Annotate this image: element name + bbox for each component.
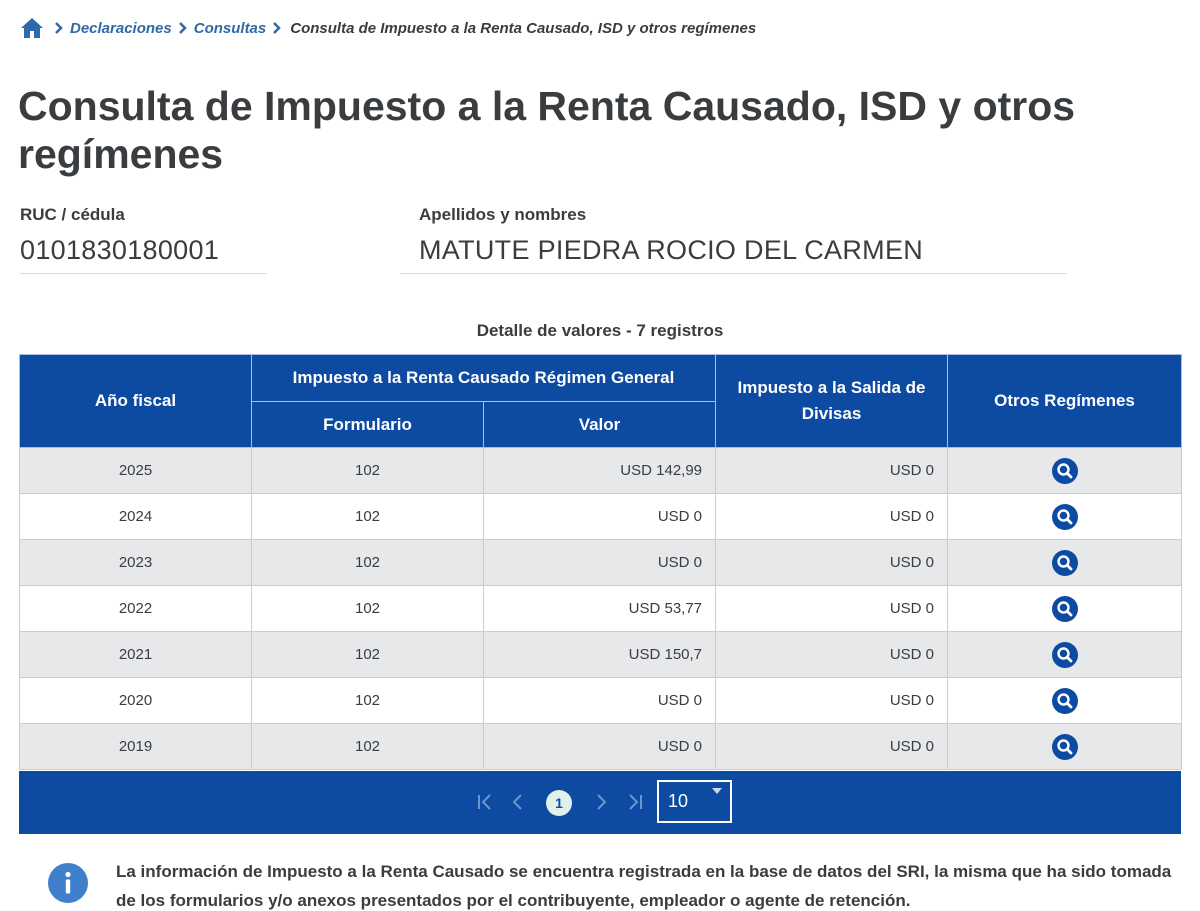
home-icon[interactable]	[20, 17, 44, 39]
cell-year: 2021	[19, 631, 252, 678]
cell-other-regimes	[947, 677, 1183, 724]
header-income-tax-group: Impuesto a la Renta Causado Régimen Gene…	[250, 354, 717, 402]
breadcrumb: Declaraciones Consultas Consulta de Impu…	[20, 16, 756, 40]
search-icon[interactable]	[1051, 595, 1079, 623]
search-icon[interactable]	[1051, 687, 1079, 715]
breadcrumb-current: Consulta de Impuesto a la Renta Causado,…	[290, 19, 757, 37]
page-number-current[interactable]: 1	[546, 790, 572, 816]
ruc-label: RUC / cédula	[20, 205, 125, 224]
header-form[interactable]: Formulario	[251, 401, 484, 448]
page-size-value: 10	[668, 791, 689, 811]
info-icon	[48, 863, 88, 903]
cell-year: 2019	[19, 723, 252, 770]
next-page-icon[interactable]	[590, 791, 612, 813]
cell-value: USD 53,77	[482, 585, 717, 632]
cell-isd: USD 0	[715, 539, 949, 586]
search-icon[interactable]	[1051, 457, 1079, 485]
search-icon[interactable]	[1051, 733, 1079, 761]
cell-value: USD 150,7	[482, 631, 717, 678]
cell-form: 102	[251, 447, 484, 494]
cell-value: USD 0	[482, 493, 717, 540]
cell-year: 2025	[19, 447, 252, 494]
pagination-bar: 1 10	[19, 771, 1181, 834]
cell-isd: USD 0	[715, 677, 949, 724]
cell-value: USD 142,99	[482, 447, 717, 494]
table-row: 2025 102 USD 142,99 USD 0	[19, 447, 1183, 494]
header-isd[interactable]: Impuesto a la Salida de Divisas	[715, 354, 949, 448]
cell-other-regimes	[947, 539, 1183, 586]
cell-isd: USD 0	[715, 493, 949, 540]
cell-other-regimes	[947, 585, 1183, 632]
cell-isd: USD 0	[715, 723, 949, 770]
table-row: 2024 102 USD 0 USD 0	[19, 493, 1183, 540]
table-row: 2019 102 USD 0 USD 0	[19, 723, 1183, 770]
breadcrumb-link-consultas[interactable]: Consultas	[193, 19, 267, 37]
last-page-icon[interactable]	[624, 791, 646, 813]
ruc-field: RUC / cédula 0101830180001	[20, 205, 267, 277]
table-row: 2023 102 USD 0 USD 0	[19, 539, 1183, 586]
cell-other-regimes	[947, 631, 1183, 678]
header-fiscal-year[interactable]: Año fiscal	[19, 354, 252, 448]
cell-form: 102	[251, 539, 484, 586]
search-icon[interactable]	[1051, 503, 1079, 531]
search-icon[interactable]	[1051, 641, 1079, 669]
cell-form: 102	[251, 493, 484, 540]
name-label: Apellidos y nombres	[419, 205, 587, 224]
table-row: 2020 102 USD 0 USD 0	[19, 677, 1183, 724]
ruc-underline	[20, 273, 267, 274]
table-caption: Detalle de valores - 7 registros	[476, 321, 724, 340]
page-title: Consulta de Impuesto a la Renta Causado,…	[18, 83, 1076, 177]
cell-year: 2022	[19, 585, 252, 632]
cell-other-regimes	[947, 723, 1183, 770]
cell-other-regimes	[947, 447, 1183, 494]
page-size-select[interactable]: 10	[657, 780, 732, 823]
cell-isd: USD 0	[715, 631, 949, 678]
search-icon[interactable]	[1051, 549, 1079, 577]
table-row: 2021 102 USD 150,7 USD 0	[19, 631, 1183, 678]
name-underline	[400, 273, 1067, 274]
ruc-value: 0101830180001	[20, 235, 220, 265]
caret-down-icon	[712, 788, 722, 794]
table-row: 2022 102 USD 53,77 USD 0	[19, 585, 1183, 632]
breadcrumb-link-declaraciones[interactable]: Declaraciones	[70, 19, 172, 37]
chevron-right-icon	[55, 22, 63, 34]
name-field: Apellidos y nombres MATUTE PIEDRA ROCIO …	[400, 205, 1067, 277]
chevron-right-icon	[178, 22, 187, 34]
cell-form: 102	[251, 723, 484, 770]
cell-year: 2024	[19, 493, 252, 540]
cell-form: 102	[251, 585, 484, 632]
cell-form: 102	[251, 631, 484, 678]
cell-value: USD 0	[482, 677, 717, 724]
cell-year: 2020	[19, 677, 252, 724]
cell-isd: USD 0	[715, 447, 949, 494]
header-value[interactable]: Valor	[482, 401, 717, 448]
tax-table: Año fiscal Impuesto a la Renta Causado R…	[19, 354, 1183, 770]
cell-other-regimes	[947, 493, 1183, 540]
cell-value: USD 0	[482, 539, 717, 586]
cell-form: 102	[251, 677, 484, 724]
cell-year: 2023	[19, 539, 252, 586]
cell-isd: USD 0	[715, 585, 949, 632]
header-other-regimes: Otros Regímenes	[947, 354, 1183, 448]
name-value: MATUTE PIEDRA ROCIO DEL CARMEN	[419, 235, 924, 265]
info-text: La información de Impuesto a la Renta Ca…	[116, 862, 1172, 910]
chevron-right-icon	[273, 22, 282, 34]
previous-page-icon[interactable]	[507, 791, 529, 813]
first-page-icon[interactable]	[474, 791, 496, 813]
cell-value: USD 0	[482, 723, 717, 770]
